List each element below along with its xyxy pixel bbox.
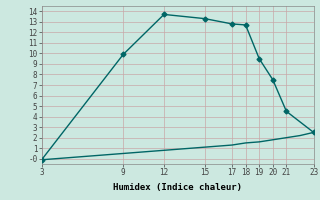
X-axis label: Humidex (Indice chaleur): Humidex (Indice chaleur) [113,183,242,192]
